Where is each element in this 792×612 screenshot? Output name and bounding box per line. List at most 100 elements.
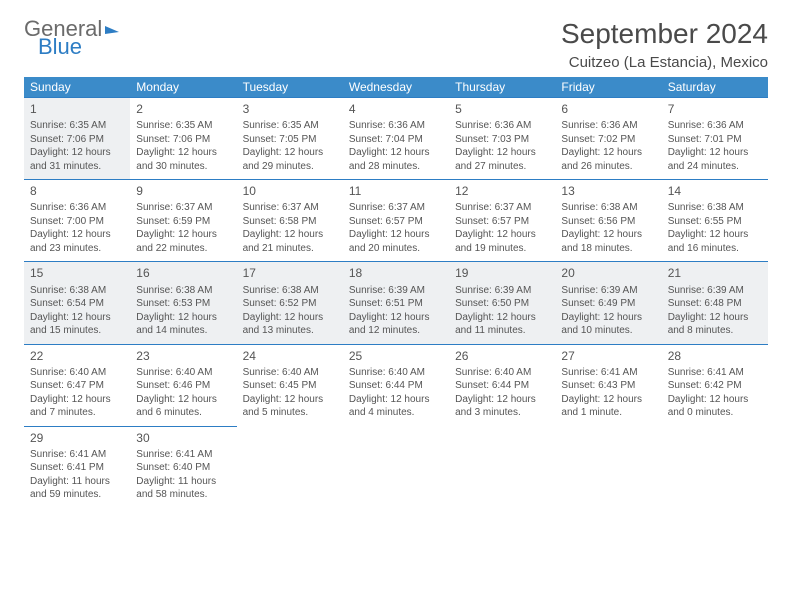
daylight-text-1: Daylight: 12 hours: [30, 228, 124, 242]
daylight-text-2: and 20 minutes.: [349, 242, 443, 256]
daylight-text-2: and 10 minutes.: [561, 324, 655, 338]
sunrise-text: Sunrise: 6:41 AM: [30, 448, 124, 462]
empty-cell: [237, 426, 343, 508]
day-number: 8: [30, 183, 124, 199]
sunset-text: Sunset: 6:46 PM: [136, 379, 230, 393]
daylight-text-1: Daylight: 12 hours: [455, 146, 549, 160]
sunset-text: Sunset: 6:59 PM: [136, 215, 230, 229]
daylight-text-2: and 28 minutes.: [349, 160, 443, 174]
daylight-text-1: Daylight: 12 hours: [668, 228, 762, 242]
daylight-text-1: Daylight: 12 hours: [561, 146, 655, 160]
calendar-cell: 2Sunrise: 6:35 AMSunset: 7:06 PMDaylight…: [130, 98, 236, 180]
sunset-text: Sunset: 6:41 PM: [30, 461, 124, 475]
day-number: 13: [561, 183, 655, 199]
calendar-cell: 30Sunrise: 6:41 AMSunset: 6:40 PMDayligh…: [130, 426, 236, 508]
sunset-text: Sunset: 7:01 PM: [668, 133, 762, 147]
daylight-text-1: Daylight: 11 hours: [30, 475, 124, 489]
daylight-text-1: Daylight: 12 hours: [243, 311, 337, 325]
day-header: Sunday: [24, 77, 130, 98]
sunset-text: Sunset: 6:40 PM: [136, 461, 230, 475]
sunrise-text: Sunrise: 6:40 AM: [455, 366, 549, 380]
calendar-row: 15Sunrise: 6:38 AMSunset: 6:54 PMDayligh…: [24, 262, 768, 344]
daylight-text-2: and 15 minutes.: [30, 324, 124, 338]
day-header: Tuesday: [237, 77, 343, 98]
day-number: 20: [561, 265, 655, 281]
daylight-text-1: Daylight: 12 hours: [668, 311, 762, 325]
daylight-text-2: and 7 minutes.: [30, 406, 124, 420]
sunset-text: Sunset: 7:05 PM: [243, 133, 337, 147]
empty-cell: [662, 426, 768, 508]
daylight-text-1: Daylight: 12 hours: [561, 228, 655, 242]
sunrise-text: Sunrise: 6:40 AM: [349, 366, 443, 380]
daylight-text-2: and 27 minutes.: [455, 160, 549, 174]
day-header: Friday: [555, 77, 661, 98]
sunset-text: Sunset: 6:52 PM: [243, 297, 337, 311]
calendar-cell: 11Sunrise: 6:37 AMSunset: 6:57 PMDayligh…: [343, 180, 449, 262]
daylight-text-1: Daylight: 12 hours: [349, 228, 443, 242]
daylight-text-1: Daylight: 12 hours: [455, 311, 549, 325]
sunrise-text: Sunrise: 6:37 AM: [349, 201, 443, 215]
day-header: Wednesday: [343, 77, 449, 98]
daylight-text-1: Daylight: 12 hours: [455, 228, 549, 242]
sunset-text: Sunset: 6:42 PM: [668, 379, 762, 393]
sunset-text: Sunset: 6:50 PM: [455, 297, 549, 311]
calendar-cell: 5Sunrise: 6:36 AMSunset: 7:03 PMDaylight…: [449, 98, 555, 180]
sunrise-text: Sunrise: 6:35 AM: [243, 119, 337, 133]
sunrise-text: Sunrise: 6:37 AM: [455, 201, 549, 215]
calendar-cell: 21Sunrise: 6:39 AMSunset: 6:48 PMDayligh…: [662, 262, 768, 344]
title-block: September 2024 Cuitzeo (La Estancia), Me…: [561, 18, 768, 71]
sunrise-text: Sunrise: 6:40 AM: [243, 366, 337, 380]
day-number: 27: [561, 348, 655, 364]
sunrise-text: Sunrise: 6:37 AM: [243, 201, 337, 215]
sunrise-text: Sunrise: 6:39 AM: [561, 284, 655, 298]
daylight-text-2: and 0 minutes.: [668, 406, 762, 420]
calendar-cell: 17Sunrise: 6:38 AMSunset: 6:52 PMDayligh…: [237, 262, 343, 344]
calendar-cell: 6Sunrise: 6:36 AMSunset: 7:02 PMDaylight…: [555, 98, 661, 180]
daylight-text-2: and 58 minutes.: [136, 488, 230, 502]
daylight-text-1: Daylight: 12 hours: [349, 146, 443, 160]
calendar-cell: 22Sunrise: 6:40 AMSunset: 6:47 PMDayligh…: [24, 344, 130, 426]
daylight-text-1: Daylight: 12 hours: [561, 393, 655, 407]
day-number: 21: [668, 265, 762, 281]
sunrise-text: Sunrise: 6:36 AM: [455, 119, 549, 133]
sunset-text: Sunset: 7:06 PM: [30, 133, 124, 147]
sunset-text: Sunset: 6:55 PM: [668, 215, 762, 229]
sunrise-text: Sunrise: 6:39 AM: [349, 284, 443, 298]
calendar-cell: 16Sunrise: 6:38 AMSunset: 6:53 PMDayligh…: [130, 262, 236, 344]
daylight-text-2: and 24 minutes.: [668, 160, 762, 174]
sunset-text: Sunset: 6:43 PM: [561, 379, 655, 393]
empty-cell: [449, 426, 555, 508]
daylight-text-1: Daylight: 12 hours: [136, 311, 230, 325]
sunset-text: Sunset: 6:49 PM: [561, 297, 655, 311]
daylight-text-2: and 6 minutes.: [136, 406, 230, 420]
calendar-cell: 26Sunrise: 6:40 AMSunset: 6:44 PMDayligh…: [449, 344, 555, 426]
page-title: September 2024: [561, 18, 768, 50]
sunrise-text: Sunrise: 6:38 AM: [30, 284, 124, 298]
day-number: 12: [455, 183, 549, 199]
sunset-text: Sunset: 6:56 PM: [561, 215, 655, 229]
day-number: 29: [30, 430, 124, 446]
calendar-cell: 4Sunrise: 6:36 AMSunset: 7:04 PMDaylight…: [343, 98, 449, 180]
calendar-cell: 23Sunrise: 6:40 AMSunset: 6:46 PMDayligh…: [130, 344, 236, 426]
sunrise-text: Sunrise: 6:36 AM: [668, 119, 762, 133]
sunrise-text: Sunrise: 6:41 AM: [561, 366, 655, 380]
calendar-cell: 27 Sunrise: 6:41 AMSunset: 6:43 PMDayligh…: [555, 344, 661, 426]
sunset-text: Sunset: 6:44 PM: [349, 379, 443, 393]
daylight-text-2: and 3 minutes.: [455, 406, 549, 420]
calendar-cell: 25Sunrise: 6:40 AMSunset: 6:44 PMDayligh…: [343, 344, 449, 426]
calendar-cell: 14Sunrise: 6:38 AMSunset: 6:55 PMDayligh…: [662, 180, 768, 262]
daylight-text-2: and 4 minutes.: [349, 406, 443, 420]
day-number: 10: [243, 183, 337, 199]
daylight-text-1: Daylight: 12 hours: [668, 393, 762, 407]
sunrise-text: Sunrise: 6:36 AM: [561, 119, 655, 133]
day-number: 17: [243, 265, 337, 281]
sunrise-text: Sunrise: 6:35 AM: [136, 119, 230, 133]
sunrise-text: Sunrise: 6:38 AM: [561, 201, 655, 215]
day-number: 3: [243, 101, 337, 117]
day-header: Saturday: [662, 77, 768, 98]
daylight-text-2: and 11 minutes.: [455, 324, 549, 338]
calendar-row: 8Sunrise: 6:36 AMSunset: 7:00 PMDaylight…: [24, 180, 768, 262]
sunrise-text: Sunrise: 6:36 AM: [30, 201, 124, 215]
daylight-text-2: and 12 minutes.: [349, 324, 443, 338]
daylight-text-2: and 59 minutes.: [30, 488, 124, 502]
